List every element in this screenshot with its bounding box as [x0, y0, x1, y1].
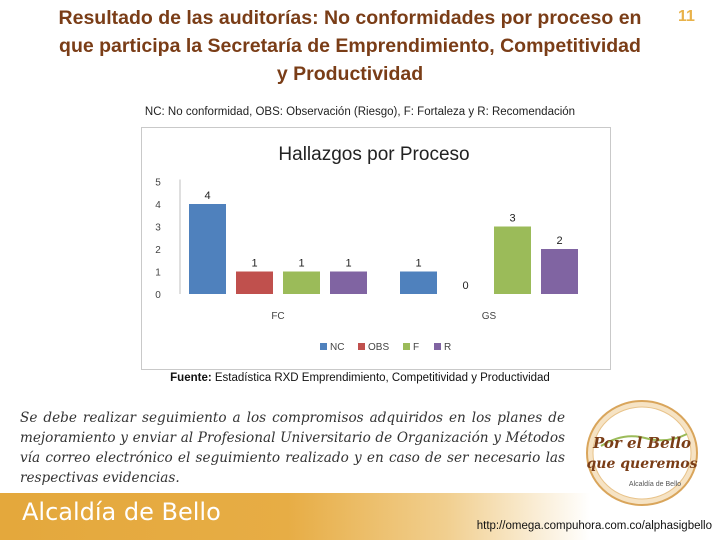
- y-tick-label: 5: [155, 178, 161, 189]
- y-tick-label: 1: [155, 268, 161, 279]
- bar-NC-GS: [400, 271, 437, 294]
- legend-swatch-F: [403, 343, 410, 350]
- chart-title: Hallazgos por Proceso: [278, 144, 469, 165]
- y-tick-label: 2: [155, 245, 161, 256]
- bar-F-FC: [283, 271, 320, 294]
- data-label-NC-FC: 4: [204, 190, 210, 202]
- data-label-NC-GS: 1: [415, 258, 421, 270]
- data-label-OBS-GS: 0: [462, 280, 468, 292]
- source-note: Fuente: Estadística RXD Emprendimiento, …: [0, 372, 720, 384]
- data-label-R-FC: 1: [345, 258, 351, 270]
- legend-swatch-R: [434, 343, 441, 350]
- legend-label-R: R: [444, 342, 451, 353]
- body-paragraph: Se debe realizar seguimiento a los compr…: [20, 410, 565, 486]
- data-label-R-GS: 2: [556, 235, 562, 247]
- y-tick-label: 4: [155, 200, 161, 211]
- legend-label-OBS: OBS: [368, 342, 389, 353]
- legend-label-F: F: [413, 342, 419, 353]
- data-label-F-FC: 1: [298, 258, 304, 270]
- footer-url[interactable]: http://omega.compuhora.com.co/alphasigbe…: [476, 520, 712, 532]
- slide-title-line-3: y Productividad: [276, 63, 424, 85]
- page-number: 11: [678, 8, 695, 25]
- slide-title: Resultado de las auditorías: No conformi…: [20, 4, 680, 88]
- bar-chart: Hallazgos por Proceso 0 1 2 3 4 5 4 1 1 1 FC 1 0 3 2 GS N…: [155, 144, 578, 353]
- legend-swatch-OBS: [358, 343, 365, 350]
- seal-text-line-2: que queremos: [587, 456, 698, 472]
- abbreviation-note: NC: No conformidad, OBS: Observación (Ri…: [144, 106, 576, 118]
- bar-F-GS: [494, 226, 531, 294]
- footer-brand: Alcaldía de Bello: [22, 498, 221, 526]
- seal-text-line-3: Alcaldía de Bello: [629, 481, 681, 488]
- bar-OBS-FC: [236, 271, 273, 294]
- chart-frame: Hallazgos por Proceso 0 1 2 3 4 5 4 1 1 1 FC 1 0 3 2 GS N…: [141, 127, 611, 370]
- data-label-F-GS: 3: [509, 213, 515, 225]
- legend-label-NC: NC: [330, 342, 344, 353]
- y-tick-label: 3: [155, 223, 161, 234]
- bar-R-GS: [541, 249, 578, 294]
- y-tick-label: 0: [155, 290, 161, 301]
- data-label-OBS-FC: 1: [251, 258, 257, 270]
- x-tick-label: GS: [482, 311, 497, 322]
- bar-NC-FC: [189, 204, 226, 294]
- seal-text-line-1: Por el Bello: [592, 434, 691, 452]
- slide-title-line-1: Resultado de las auditorías: No conformi…: [58, 7, 642, 29]
- bar-R-FC: [330, 271, 367, 294]
- slide-title-line-2: que participa la Secretaría de Emprendim…: [59, 35, 641, 57]
- seal-logo: Por el Bello que queremos Alcaldía de Be…: [586, 400, 698, 506]
- footer-bar: [0, 493, 720, 540]
- source-label: Fuente:: [170, 372, 212, 384]
- source-text: Estadística RXD Emprendimiento, Competit…: [214, 372, 550, 384]
- legend-swatch-NC: [320, 343, 327, 350]
- x-tick-label: FC: [271, 311, 284, 322]
